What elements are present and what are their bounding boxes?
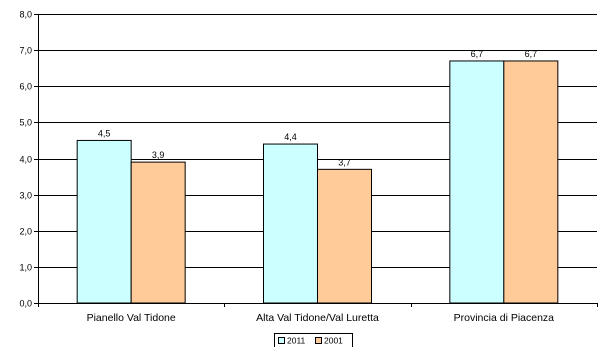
data-label: 4,4 — [284, 132, 297, 142]
data-label: 3,9 — [152, 150, 165, 160]
legend-swatch — [278, 337, 285, 344]
y-tick-label: 6,0 — [19, 82, 32, 92]
data-label: 6,7 — [525, 49, 538, 59]
legend-box — [274, 333, 353, 347]
y-tick-label: 1,0 — [19, 263, 32, 273]
axes — [34, 14, 598, 307]
category-label: Pianello Val Tidone — [87, 312, 176, 324]
bar — [317, 168, 372, 304]
bar — [76, 139, 132, 304]
bars — [76, 60, 559, 304]
y-tick-label: 5,0 — [19, 118, 32, 128]
y-tick-label: 4,0 — [19, 155, 32, 165]
data-label: 6,7 — [471, 49, 484, 59]
y-tick-label: 2,0 — [19, 227, 32, 237]
category-label: Alta Val Tidone/Val Luretta — [256, 312, 379, 324]
y-tick-label: 0,0 — [19, 299, 32, 309]
legend-label: 2011 — [287, 336, 306, 346]
bar — [449, 60, 505, 304]
legend-swatch — [315, 337, 322, 344]
legend-label: 2001 — [324, 336, 343, 346]
y-tick-label: 7,0 — [19, 46, 32, 56]
x-axis-category-labels: Pianello Val Tidone Alta Val Tidone/Val L… — [87, 312, 555, 324]
bar — [263, 143, 318, 304]
bar — [130, 161, 186, 304]
y-tick-label: 8,0 — [19, 10, 32, 20]
data-labels: 4,5 3,9 4,4 3,7 6,7 6,7 — [98, 49, 537, 167]
data-label: 4,5 — [98, 128, 111, 138]
y-tick-label: 3,0 — [19, 191, 32, 201]
legend: 2011 2001 — [274, 333, 353, 347]
category-label: Provincia di Piacenza — [454, 312, 555, 324]
bar — [503, 60, 559, 304]
y-axis-tick-labels: 0,0 1,0 2,0 3,0 4,0 5,0 6,0 7,0 8,0 — [19, 10, 32, 309]
data-label: 3,7 — [338, 157, 351, 167]
